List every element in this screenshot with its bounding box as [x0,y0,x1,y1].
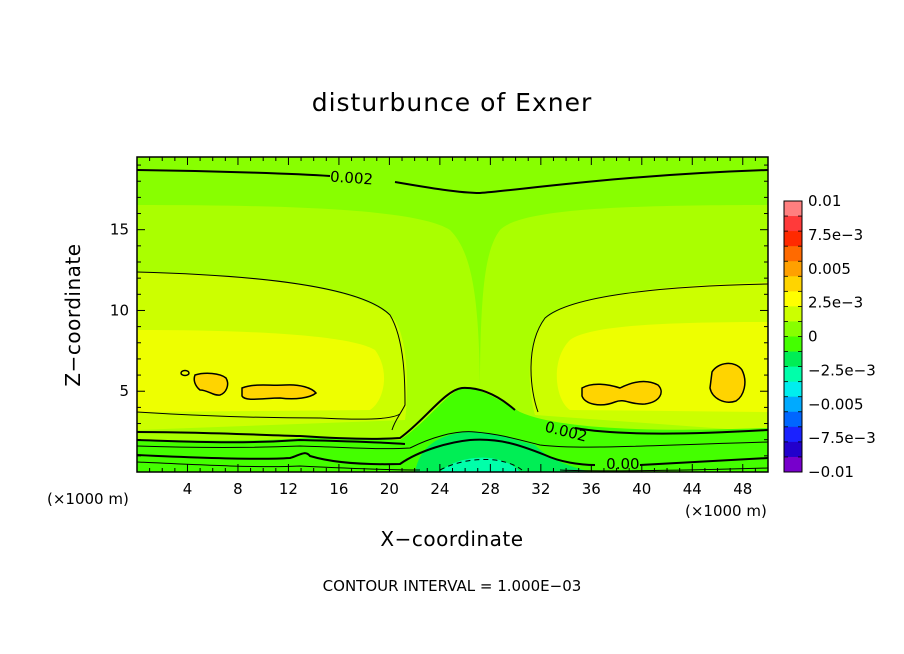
contour-line-left-low1 [137,411,401,420]
x-tick-label: 44 [683,480,702,498]
x-tick-label: 36 [582,480,601,498]
colorbar-swatch [784,216,802,232]
colorbar-swatch [784,201,802,217]
colorbar-swatch [784,276,802,292]
contour-line-min [439,459,523,471]
contour-line-peak-left-a [193,372,229,396]
x-tick-label: 24 [430,480,449,498]
colorbar-swatch [784,426,802,443]
contour-line-left-upper [137,271,406,431]
x-tick-label: 16 [329,480,348,498]
contour-interval-note: CONTOUR INTERVAL = 1.000E−03 [322,577,582,595]
field-band-bottom-green [137,388,768,472]
y-tick-label: 5 [119,382,129,400]
x-tick-label: 4 [183,480,193,498]
colorbar-swatch [784,231,802,247]
contour-line-low2 [137,438,406,445]
colorbar-label: 0.01 [808,192,841,210]
x-tick-label: 20 [380,480,399,498]
colorbar-label: 7.5e−3 [808,226,863,244]
field-peak-left-b [242,384,316,400]
colorbar-label: −2.5e−3 [808,361,876,379]
contour-label: 0.00 [606,455,639,473]
x-tick-label: 40 [632,480,651,498]
colorbar-swatch [784,456,802,473]
colorbar-label: −0.01 [808,463,854,481]
contour-line-low5 [137,461,768,472]
contour-line-right-upper [530,283,768,413]
colorbar-swatch [784,321,802,337]
colorbar-label: −7.5e−3 [808,429,876,447]
field-peak-right-a [582,381,662,405]
x-tick-label: 12 [279,480,298,498]
chart-title: disturbunce of Exner [311,88,593,117]
y-tick-label: 10 [110,301,129,319]
contour-line-low4 [137,438,768,466]
contour-line-top [137,169,768,195]
colorbar-label: −0.005 [808,395,864,413]
field-peak-right-b [710,363,745,403]
colorbar-swatch [784,351,802,368]
contour-line-peak-right-b [709,362,746,403]
colorbar-swatch [784,411,802,428]
colorbar-label: 0.005 [808,260,851,278]
contour-lines [137,169,768,472]
contour-line-low3 [137,431,768,450]
colorbar-swatch [784,246,802,262]
colorbar-swatch [784,306,802,322]
x-tick-label: 8 [233,480,243,498]
x-axis-label: X−coordinate [380,527,524,551]
colorbar-swatch [784,291,802,307]
x-tick-label: 48 [733,480,752,498]
colorbar-swatch [784,441,802,458]
contour-line-mid-dome [137,386,768,440]
colorbar-swatch [784,396,802,413]
x-tick-label: 28 [481,480,500,498]
colorbar-swatch [784,366,802,383]
colorbar: 0.01 7.5e−3 0.005 2.5e−3 0 −2.5e−3 −0.005 −7.5e… [783,192,876,481]
x-tick-label: 32 [531,480,550,498]
x-unit-label-right: (×1000 m) [685,502,767,520]
colorbar-swatch [784,261,802,277]
contour-line-peak-dot [180,369,190,377]
field-band-bottom-min [440,457,520,472]
contour-line-peak-right-a [581,380,662,406]
y-tick-label: 15 [110,221,129,239]
colorbar-swatch [784,336,802,353]
contour-field [137,157,768,472]
contour-label: 0.002 [329,168,373,189]
contour-line-peak-left-b [241,384,318,401]
colorbar-label: 0 [808,328,818,346]
colorbar-swatch [784,381,802,398]
colorbar-label: 2.5e−3 [808,294,863,312]
x-unit-label-left: (×1000 m) [47,490,129,508]
